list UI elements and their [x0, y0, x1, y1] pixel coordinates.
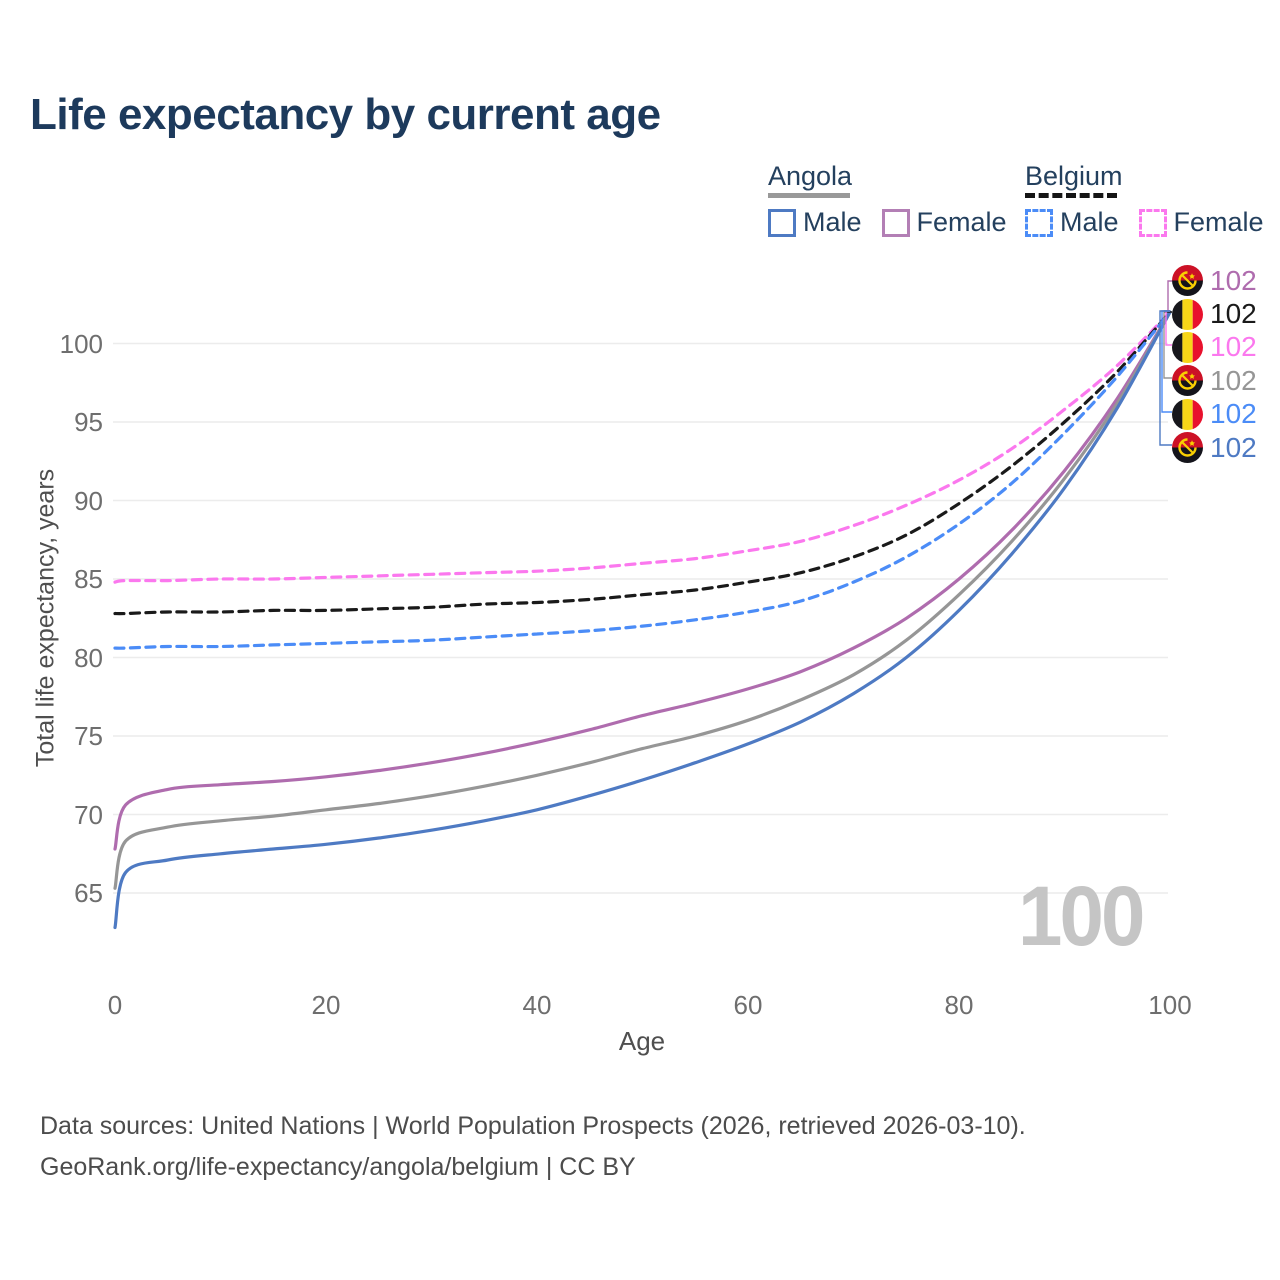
end-label-belgium_female: 102: [1172, 331, 1257, 364]
legend-item-label: Female: [1173, 207, 1264, 237]
legend-item-label: Female: [916, 207, 1007, 237]
chart-title: Life expectancy by current age: [30, 90, 661, 139]
y-axis-tick-label: 85: [74, 564, 103, 594]
legend-angola-items: Male Female: [768, 207, 1007, 238]
end-label-angola_female: 102: [1172, 264, 1257, 297]
x-axis-tick-label: 40: [522, 990, 552, 1020]
legend-item-label: Male: [1060, 207, 1119, 237]
end-label-connector: [1159, 310, 1172, 446]
x-axis-tick-label: 100: [1148, 990, 1192, 1020]
end-label-belgium_both: 102: [1172, 297, 1257, 330]
series-line-belgium_both: [113, 310, 1172, 616]
x-axis-title: Age: [618, 1026, 666, 1056]
series-end-labels: 102 102 102 102 102 102: [1172, 264, 1257, 464]
legend-item-angola-male[interactable]: Male: [768, 207, 862, 238]
belgium-flag-icon: [1172, 299, 1203, 330]
end-value: 102: [1210, 331, 1257, 363]
legend-belgium-items: Male Female: [1025, 207, 1264, 238]
angola-flag-icon: [1172, 365, 1203, 396]
end-value: 102: [1210, 364, 1257, 396]
belgium-flag-icon: [1172, 399, 1203, 430]
legend-belgium-label[interactable]: Belgium: [1025, 161, 1123, 191]
end-value: 102: [1210, 298, 1257, 330]
series-line-angola_male: [113, 310, 1172, 930]
x-axis-tick-label: 20: [311, 990, 341, 1020]
y-axis-tick-label: 65: [74, 878, 103, 908]
source-url-line[interactable]: GeoRank.org/life-expectancy/angola/belgi…: [40, 1153, 636, 1181]
legend-item-belgium-female[interactable]: Female: [1138, 207, 1264, 238]
data-sources-line: Data sources: United Nations | World Pop…: [40, 1112, 1026, 1140]
belgium-flag-icon: [1172, 332, 1203, 363]
end-label-angola_both: 102: [1172, 364, 1257, 397]
series-line-belgium_female: [113, 310, 1172, 584]
y-axis-tick-label: 70: [74, 799, 103, 830]
y-axis-tick-label: 90: [74, 485, 103, 516]
age-counter-watermark: 100: [1018, 869, 1145, 963]
series-line-angola_female: [113, 310, 1172, 851]
end-value: 102: [1210, 398, 1257, 430]
y-axis-title: Total life expectancy, years: [31, 468, 60, 768]
legend-group-belgium[interactable]: Belgium: [1025, 163, 1123, 198]
legend-item-angola-female[interactable]: Female: [881, 207, 1007, 238]
end-value: 102: [1210, 431, 1257, 463]
angola-line-sample: [768, 193, 850, 198]
end-label-belgium_male: 102: [1172, 398, 1257, 431]
angola-male-swatch-icon: [768, 208, 796, 237]
belgium-female-swatch-icon: [1138, 208, 1167, 237]
x-axis-tick-label: 80: [944, 990, 974, 1020]
end-value: 102: [1210, 264, 1257, 296]
x-axis-tick-label: 60: [733, 990, 763, 1020]
x-axis-tick-label: 0: [107, 990, 123, 1020]
angola-flag-icon: [1172, 432, 1203, 463]
series-line-belgium_male: [113, 310, 1172, 650]
y-axis-tick-label: 80: [74, 642, 103, 673]
y-axis-tick-label: 95: [74, 407, 103, 437]
y-axis-tick-label: 100: [59, 328, 103, 359]
y-axis-tick-label: 75: [74, 721, 103, 751]
legend-item-belgium-male[interactable]: Male: [1025, 207, 1119, 238]
legend-angola-label[interactable]: Angola: [768, 161, 853, 191]
belgium-line-sample: [1025, 193, 1117, 198]
belgium-male-swatch-icon: [1025, 208, 1053, 237]
legend-group-angola[interactable]: Angola: [768, 163, 852, 198]
series-line-angola_both: [113, 310, 1172, 890]
footer-attribution: Data sources: United Nations | World Pop…: [40, 1106, 1026, 1188]
angola-flag-icon: [1172, 265, 1203, 296]
legend-item-label: Male: [803, 207, 862, 237]
angola-female-swatch-icon: [881, 208, 910, 237]
end-label-angola_male: 102: [1172, 431, 1257, 464]
